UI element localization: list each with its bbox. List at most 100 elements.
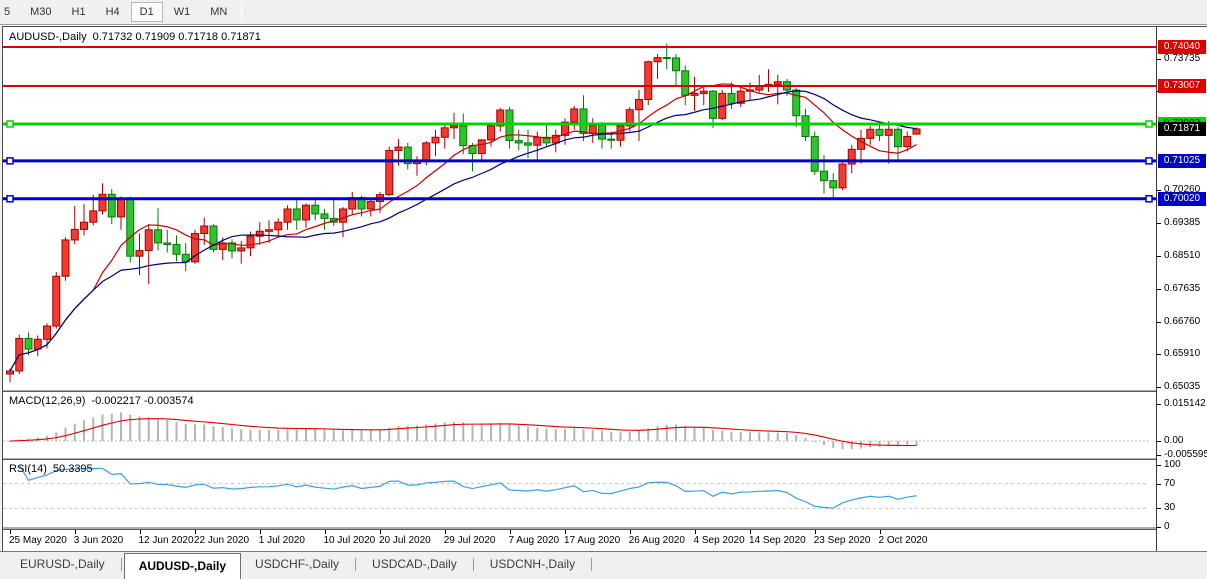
price-axis-label: 0.70260 xyxy=(1164,183,1201,195)
axis-tick-mark xyxy=(1157,387,1161,389)
chart-tab-AUDUSDDaily[interactable]: AUDUSD-,Daily xyxy=(123,553,242,579)
price-badge-support[interactable]: 0.71025 xyxy=(1158,153,1206,168)
hline-handle[interactable] xyxy=(6,157,14,165)
rsi-value: 50.3395 xyxy=(52,463,93,475)
date-label: 23 Sep 2020 xyxy=(813,535,871,546)
macd-name: MACD(12,26,9) xyxy=(9,395,86,407)
date-tick-mark xyxy=(195,530,196,534)
chart-tab-USDCHFDaily[interactable]: USDCHF-,Daily xyxy=(255,557,340,571)
date-label: 1 Jul 2020 xyxy=(258,535,305,546)
hline-handle[interactable] xyxy=(6,195,14,203)
rsi-axis-label: 0 xyxy=(1164,521,1170,532)
rsi-indicator-label: RSI(14) 50.3395 xyxy=(9,463,93,475)
price-axis-label: 0.73735 xyxy=(1164,52,1201,64)
timeframe-button-5[interactable]: 5 xyxy=(4,6,11,18)
date-tick-mark xyxy=(750,530,751,534)
bottom-divider xyxy=(0,551,1207,552)
axis-tick-mark xyxy=(1157,58,1161,60)
chart-tab-EURUSDDaily[interactable]: EURUSD-,Daily xyxy=(20,557,105,571)
price-axis-label: 0.66760 xyxy=(1164,315,1201,327)
date-tick-mark xyxy=(380,530,381,534)
timeframe-button-M30[interactable]: M30 xyxy=(30,6,52,18)
price-axis-label: 0.67635 xyxy=(1164,282,1201,294)
axis-tick-mark xyxy=(1157,321,1161,323)
date-label: 3 Jun 2020 xyxy=(73,535,124,546)
price-badge-resistance[interactable]: 0.73007 xyxy=(1158,79,1206,93)
axis-tick-mark xyxy=(1157,255,1161,257)
macd-histogram xyxy=(9,412,918,450)
price-axis-label: 0.68510 xyxy=(1164,249,1201,261)
date-tick-mark xyxy=(565,530,566,534)
date-label: 26 Aug 2020 xyxy=(628,535,685,546)
date-label: 22 Jun 2020 xyxy=(194,535,250,546)
rsi-axis-label: 100 xyxy=(1164,459,1181,470)
toolbar-divider xyxy=(0,24,1207,26)
price-badge-resistance[interactable]: 0.74040 xyxy=(1158,40,1206,54)
date-label: 17 Aug 2020 xyxy=(564,535,621,546)
date-label: 2 Oct 2020 xyxy=(878,535,928,546)
date-tick-mark xyxy=(509,530,511,534)
axis-tick-mark xyxy=(1157,222,1161,224)
rsi-axis-label: 70 xyxy=(1164,477,1176,489)
chart-tab-USDCADDaily[interactable]: USDCAD-,Daily xyxy=(372,557,457,571)
timeframe-button-D1[interactable]: D1 xyxy=(130,2,163,22)
date-label: 10 Jul 2020 xyxy=(323,535,376,546)
axis-tick-mark xyxy=(1157,353,1161,355)
hline-handle[interactable] xyxy=(6,120,14,128)
rsi-line xyxy=(18,464,917,509)
axis-tick-mark xyxy=(1157,508,1161,510)
price-badge-support[interactable]: 0.70020 xyxy=(1158,191,1206,206)
toolbar-separator xyxy=(241,3,243,21)
tab-divider xyxy=(120,558,122,571)
date-tick-mark xyxy=(10,530,11,534)
price-axis-label: 0.65035 xyxy=(1164,381,1201,393)
axis-tick-mark xyxy=(1157,465,1161,466)
date-tick-mark xyxy=(629,530,631,534)
date-label: 12 Jun 2020 xyxy=(138,535,194,546)
timeframe-toolbar: 5 M30 H1 H4 D1 W1 MN xyxy=(0,0,1207,24)
macd-axis-label: -0.005595 xyxy=(1164,448,1207,460)
hline-handle[interactable] xyxy=(1145,120,1153,128)
chart-title: AUDUSD-,Daily 0.71732 0.71909 0.71718 0.7… xyxy=(9,31,261,43)
date-tick-mark xyxy=(879,530,881,534)
timeframe-button-H1[interactable]: H1 xyxy=(71,6,86,18)
chart-ohlc-values: 0.71732 0.71909 0.71718 0.71871 xyxy=(92,31,261,43)
price-axis-divider xyxy=(1156,27,1157,551)
price-axis-label: 0.65910 xyxy=(1164,347,1201,359)
hline-handle[interactable] xyxy=(1145,157,1153,165)
current-price-badge[interactable]: 0.71871 xyxy=(1158,121,1206,136)
chart-tabbar: EURUSD-,Daily AUDUSD-,Daily USDCHF-,Daily U… xyxy=(0,552,1207,579)
axis-tick-mark xyxy=(1157,288,1161,290)
date-tick-mark xyxy=(444,530,446,534)
ma-slow-line xyxy=(9,90,917,372)
price-chart[interactable] xyxy=(3,27,1156,529)
date-label: 4 Sep 2020 xyxy=(693,535,745,546)
chart-tab-USDCNHDaily[interactable]: USDCNH-,Daily xyxy=(489,557,576,571)
macd-axis-label: 0.015142 xyxy=(1164,398,1206,409)
rsi-axis-label: 30 xyxy=(1164,502,1176,514)
date-label: 14 Sep 2020 xyxy=(749,535,806,546)
date-tick-mark xyxy=(694,530,696,534)
candles xyxy=(6,43,921,383)
date-label: 7 Aug 2020 xyxy=(508,535,560,546)
date-tick-mark xyxy=(74,530,76,534)
date-axis[interactable]: 25 May 2020 3 Jun 2020 12 Jun 2020 22 Jun 2… xyxy=(3,530,1156,551)
axis-tick-mark xyxy=(1157,483,1161,485)
price-axis-label: 0.69385 xyxy=(1164,216,1201,228)
axis-tick-mark xyxy=(1157,454,1161,456)
price-axis[interactable]: 0.737350.728850.702600.693850.685100.676… xyxy=(1157,27,1207,551)
timeframe-button-MN[interactable]: MN xyxy=(210,6,228,18)
date-tick-mark xyxy=(814,530,816,534)
date-tick-mark xyxy=(259,530,261,534)
macd-rsi-splitter[interactable] xyxy=(3,459,1156,460)
main-macd-splitter[interactable] xyxy=(3,391,1156,392)
hline-handle[interactable] xyxy=(1145,195,1153,203)
axis-tick-mark xyxy=(1157,527,1161,528)
timeframe-button-H4[interactable]: H4 xyxy=(105,6,120,18)
rsi-name: RSI(14) xyxy=(9,463,47,475)
date-label: 25 May 2020 xyxy=(9,535,67,546)
date-label: 29 Jul 2020 xyxy=(443,535,496,546)
macd-signal-line xyxy=(9,418,917,447)
macd-axis-label: 0.00 xyxy=(1164,435,1184,446)
timeframe-button-W1[interactable]: W1 xyxy=(173,6,191,18)
